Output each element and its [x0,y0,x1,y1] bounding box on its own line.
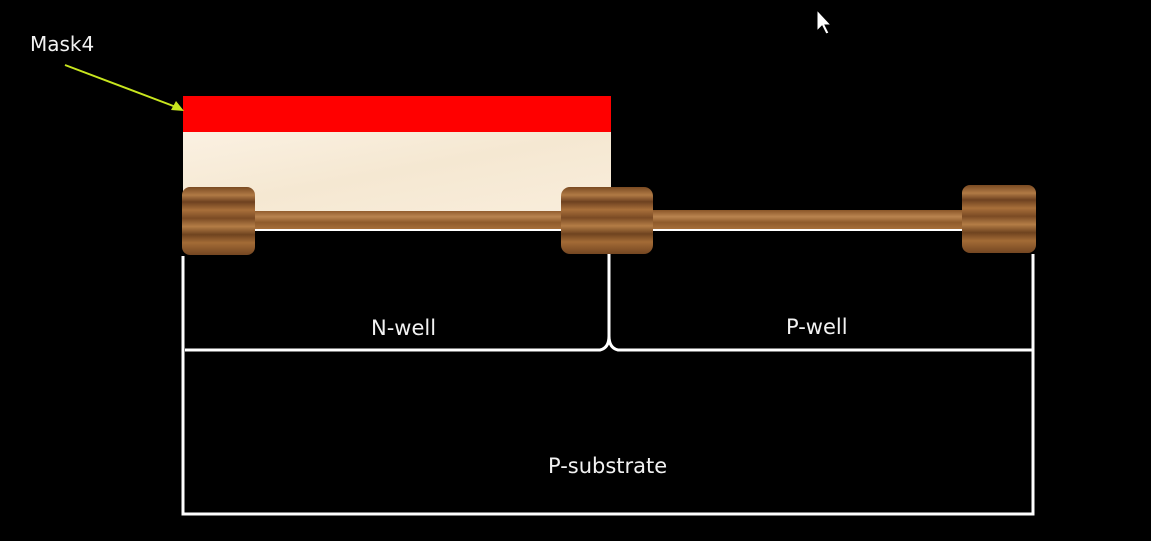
substrate-outline [181,254,1035,516]
p-substrate-label: P-substrate [548,454,668,478]
field-oxide-middle [561,187,653,254]
arrow-icon [64,64,184,111]
oxide-strip-right [650,210,968,229]
field-oxide-right [962,185,1036,253]
n-well-label: N-well [371,316,437,340]
mouse-pointer-icon [816,8,833,35]
field-oxide-left [182,187,255,255]
mask4-bar [183,96,611,132]
p-well-boundary [607,335,1032,352]
p-substrate-boundary [181,254,1035,516]
mask4-label: Mask4 [30,32,95,56]
p-well-label: P-well [786,315,848,339]
oxide-strip-left [250,210,565,229]
